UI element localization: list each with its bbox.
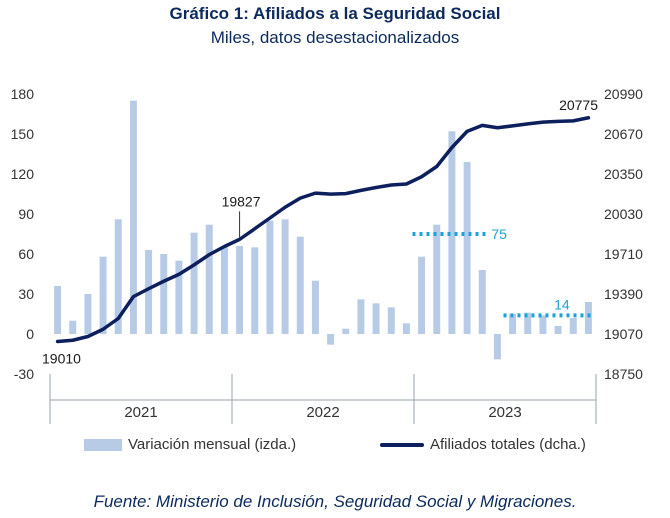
x-group-label: 2022: [306, 404, 339, 421]
bar: [236, 246, 244, 334]
annotation-end-value: 20775: [559, 97, 598, 113]
left-tick-label: 180: [11, 86, 35, 102]
bar: [402, 323, 410, 334]
right-tick-label: 19070: [604, 326, 643, 342]
right-tick-label: 20030: [604, 206, 643, 222]
bar: [69, 320, 77, 334]
bar: [281, 219, 289, 334]
bar: [569, 318, 577, 334]
bar: [114, 219, 122, 334]
annotation-mid-value: 19827: [222, 193, 261, 209]
left-tick-label: 30: [18, 286, 34, 302]
bar: [448, 131, 456, 334]
left-tick-label: 150: [11, 126, 35, 142]
right-tick-label: 20670: [604, 126, 643, 142]
right-tick-label: 19390: [604, 286, 643, 302]
bar: [327, 334, 335, 345]
bar: [463, 162, 471, 334]
bar: [433, 224, 441, 334]
left-tick-label: 0: [26, 326, 34, 342]
bar: [190, 232, 198, 334]
right-tick-label: 20990: [604, 86, 643, 102]
legend-swatch-line: [380, 442, 424, 447]
legend-swatch-bar: [84, 438, 122, 451]
legend-label-bars: Variación mensual (izda.): [128, 436, 297, 453]
bar: [99, 256, 107, 334]
bar: [493, 334, 501, 360]
annotation-start-value: 19010: [42, 351, 81, 367]
legend-item-line: Afiliados totales (dcha.): [380, 436, 586, 453]
right-tick-label: 19710: [604, 246, 643, 262]
bar: [54, 286, 62, 334]
chart-subtitle: Miles, datos desestacionalizados: [210, 28, 460, 47]
series-line-afiliados: [55, 116, 591, 344]
bar: [372, 303, 380, 334]
bar: [251, 247, 259, 334]
bar: [357, 299, 365, 334]
bar: [539, 315, 547, 334]
left-tick-label: -30: [14, 366, 34, 382]
bar: [418, 256, 426, 334]
legend-label-line: Afiliados totales (dcha.): [430, 436, 586, 453]
bar: [311, 280, 319, 334]
x-group-label: 2023: [488, 404, 521, 421]
chart-canvas: -30 0 30 60 90 120 150 180 18750 19070 19390 19710 2…: [11, 86, 643, 424]
bar: [554, 326, 562, 334]
left-tick-label: 90: [18, 206, 34, 222]
right-tick-label: 18750: [604, 366, 643, 382]
legend-item-bars: Variación mensual (izda.): [84, 436, 296, 453]
bar: [175, 260, 183, 334]
bar: [387, 307, 395, 334]
bar: [296, 236, 304, 334]
bar: [160, 254, 168, 334]
bar: [342, 328, 350, 334]
bar: [129, 100, 137, 335]
bar: [220, 247, 228, 334]
bar: [266, 220, 274, 334]
bar: [584, 302, 592, 334]
bar: [509, 314, 517, 334]
bar: [205, 224, 213, 334]
bar: [524, 312, 532, 334]
bar: [478, 270, 486, 334]
bar: [145, 250, 153, 334]
x-group-label: 2021: [124, 404, 157, 421]
source-note: Fuente: Ministerio de Inclusión, Segurid…: [93, 492, 577, 511]
left-tick-label: 120: [11, 166, 35, 182]
annotation-avg-h2: 14: [554, 296, 570, 312]
right-tick-label: 20350: [604, 166, 643, 182]
bar: [84, 294, 92, 334]
legend: Variación mensual (izda.) Afiliados tota…: [0, 436, 670, 460]
chart-title: Gráfico 1: Afiliados a la Seguridad Soci…: [169, 4, 501, 23]
annotation-avg-h1: 75: [491, 226, 507, 242]
left-tick-label: 60: [18, 246, 34, 262]
